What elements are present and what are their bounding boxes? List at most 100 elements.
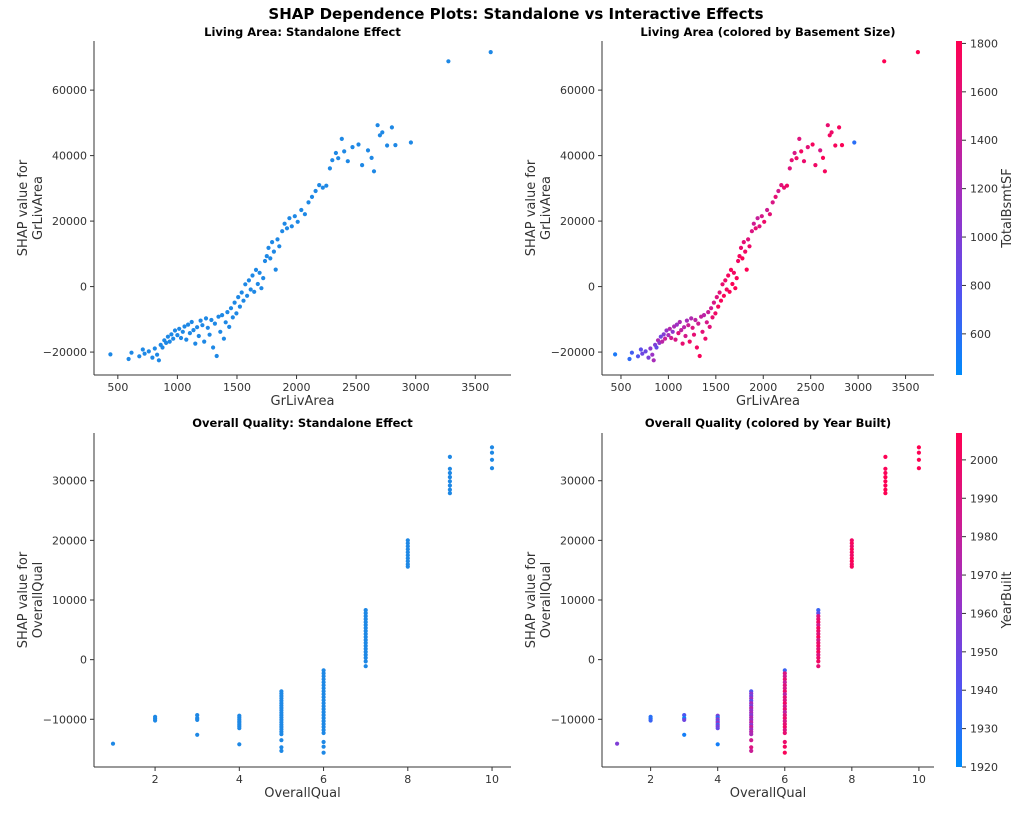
scatter-point: [279, 738, 284, 743]
scatter-point: [377, 133, 382, 138]
scatter-point: [701, 313, 707, 318]
scatter-point: [150, 355, 155, 360]
scatter-point: [230, 315, 235, 320]
colorbar-tick-label: 1800: [970, 37, 998, 50]
scatter-point: [782, 722, 787, 727]
scatter-point: [816, 637, 821, 643]
scatter-point: [160, 345, 165, 350]
scatter-point: [849, 547, 854, 552]
scatter-point: [820, 155, 826, 160]
scatter-point: [690, 325, 695, 330]
scatter-point: [693, 317, 698, 323]
scatter-point: [816, 614, 821, 619]
scatter-point: [321, 707, 326, 712]
scatter-point: [180, 329, 185, 334]
scatter-point: [321, 668, 326, 673]
scatter-point: [225, 310, 230, 315]
scatter-point: [666, 333, 671, 338]
scatter-point: [782, 677, 787, 682]
scatter-point: [321, 739, 326, 745]
scatter-point: [187, 331, 192, 336]
y-tick-label: 0: [588, 654, 595, 667]
scatter-point: [191, 328, 196, 333]
scatter-point: [723, 278, 728, 283]
scatter-point: [321, 683, 326, 688]
scatter-point: [342, 149, 347, 154]
x-tick-label: 4: [714, 773, 721, 786]
scatter-point: [237, 742, 242, 747]
scatter-point: [209, 317, 214, 323]
scatter-point: [813, 163, 818, 168]
y-tick-label: 20000: [560, 215, 595, 228]
scatter-point: [321, 677, 326, 682]
scatter-point: [660, 339, 665, 344]
scatter-point: [816, 611, 821, 616]
scatter-point: [782, 744, 787, 749]
scatter-point: [363, 655, 368, 661]
scatter-point: [661, 332, 666, 337]
y-tick-label: 40000: [560, 150, 595, 163]
scatter-point: [365, 148, 371, 153]
scatter-point: [239, 290, 244, 295]
scatter-point: [405, 556, 410, 561]
scatter-point: [299, 207, 304, 213]
scatter-point: [405, 541, 410, 546]
scatter-point: [810, 142, 815, 147]
scatter-point: [757, 224, 762, 229]
scatter-point: [916, 466, 922, 471]
scatter-point: [321, 724, 326, 730]
scatter-point: [321, 727, 326, 733]
scatter-points: [615, 445, 922, 755]
scatter-point: [363, 625, 368, 631]
scatter-point: [200, 323, 205, 328]
scatter-point: [629, 350, 635, 355]
scatter-point: [248, 287, 253, 292]
y-tick-label: 60000: [560, 84, 595, 97]
scatter-point: [689, 316, 694, 321]
scatter-point: [405, 547, 410, 552]
scatter-point: [321, 692, 326, 697]
scatter-point: [237, 304, 242, 309]
scatter-point: [883, 483, 888, 488]
scatter-point: [816, 628, 821, 634]
scatter-point: [915, 50, 921, 55]
colorbar-tick-label: 1950: [970, 646, 998, 659]
scatter-point: [707, 324, 712, 329]
scatter-point: [165, 334, 170, 339]
scatter-point: [321, 744, 326, 749]
scatter-point: [129, 350, 134, 355]
colorbar-gradient: [956, 41, 962, 375]
scatter-point: [849, 564, 854, 569]
scatter-point: [282, 221, 287, 226]
scatter-point: [753, 226, 758, 231]
scatter-point: [801, 159, 807, 164]
scatter-point: [220, 313, 225, 318]
scatter-point: [782, 704, 787, 709]
scatter-point: [140, 347, 145, 352]
scatter-point: [782, 686, 787, 691]
scatter-point: [295, 219, 300, 224]
scatter-point: [849, 559, 854, 564]
x-axis-label: OverallQual: [264, 786, 341, 801]
scatter-point: [182, 324, 187, 329]
scatter-point: [405, 544, 410, 549]
scatter-point: [363, 628, 368, 634]
scatter-point: [302, 212, 307, 217]
colorbar-tick-label: 2000: [970, 454, 998, 467]
y-tick-label: 40000: [52, 150, 87, 163]
scatter-point: [883, 479, 888, 484]
x-tick-label: 3500: [892, 381, 920, 394]
scatter-point: [715, 726, 720, 731]
scatter-point: [714, 295, 719, 300]
scatter-point: [816, 643, 821, 649]
scatter-point: [741, 240, 746, 245]
scatter-point: [363, 620, 368, 625]
scatter-point: [740, 256, 745, 261]
scatter-point: [749, 732, 754, 737]
scatter-point: [193, 341, 198, 346]
scatter-point: [816, 631, 821, 637]
scatter-point: [447, 479, 452, 484]
scatter-point: [153, 718, 158, 723]
scatter-point: [321, 716, 326, 721]
scatter-point: [320, 185, 325, 190]
